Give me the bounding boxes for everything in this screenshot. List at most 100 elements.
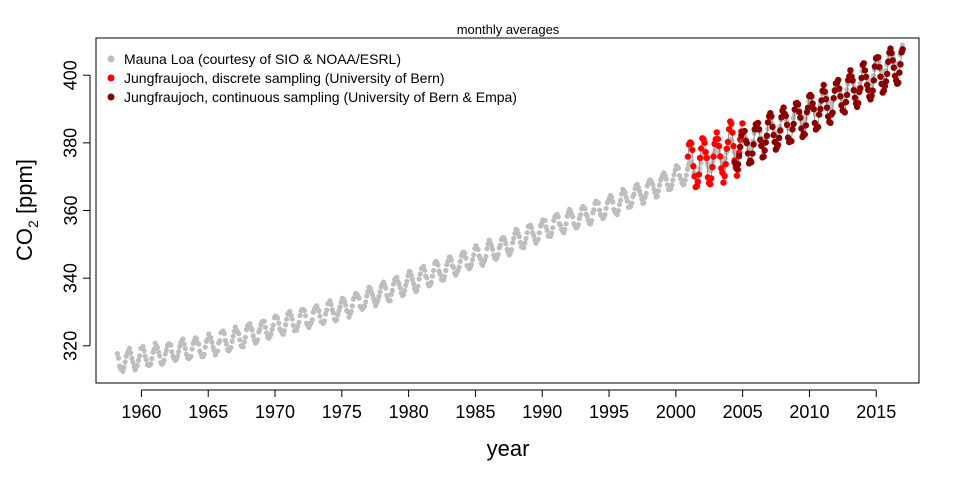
data-point: [835, 76, 842, 84]
data-point: [724, 138, 732, 146]
data-point: [343, 302, 349, 308]
data-point: [844, 87, 850, 93]
data-point: [282, 322, 289, 328]
data-point: [816, 111, 823, 118]
data-point: [317, 313, 323, 319]
data-point: [209, 339, 215, 345]
data-point: [755, 126, 763, 133]
data-point: [603, 205, 609, 211]
data-point: [410, 281, 417, 287]
data-point: [334, 317, 340, 323]
data-point: [801, 131, 808, 138]
data-point: [140, 343, 146, 349]
data-point: [404, 278, 410, 284]
data-point: [508, 247, 515, 253]
data-point: [663, 176, 669, 182]
data-point: [757, 136, 764, 143]
data-point: [290, 322, 296, 328]
data-point: [309, 317, 315, 323]
data-point: [897, 61, 904, 68]
data-point: [882, 78, 890, 85]
data-point: [684, 153, 692, 160]
data-point: [562, 226, 568, 232]
data-point: [335, 312, 341, 318]
x-axis: 1960 1965 1970 1975 1980 1985 1990 1995 2000 2005…: [121, 389, 896, 422]
data-point: [870, 77, 877, 84]
data-point: [748, 159, 755, 166]
data-point: [591, 207, 597, 213]
data-point: [443, 267, 449, 274]
data-point: [789, 126, 796, 133]
data-point: [189, 346, 195, 352]
data-point: [134, 362, 140, 368]
data-point: [511, 235, 517, 241]
data-point: [822, 96, 830, 103]
data-point: [275, 315, 281, 321]
data-point: [723, 145, 730, 152]
data-point: [631, 191, 637, 197]
data-point: [714, 135, 722, 143]
data-point: [715, 142, 723, 150]
data-point: [889, 57, 896, 64]
data-point: [463, 255, 469, 261]
data-point: [257, 326, 263, 332]
data-point: [323, 311, 329, 317]
data-point: [636, 188, 643, 194]
data-point: [394, 274, 400, 280]
data-point: [127, 345, 133, 351]
data-point: [730, 143, 737, 150]
data-point: [157, 353, 163, 359]
data-point: [402, 288, 408, 294]
data-point: [361, 303, 368, 309]
data-point: [528, 225, 535, 231]
data-point: [422, 267, 428, 273]
data-point: [683, 172, 689, 178]
data-point: [268, 331, 274, 337]
data-point: [899, 46, 906, 53]
data-point: [484, 246, 490, 252]
data-point: [161, 357, 167, 363]
data-point: [196, 341, 202, 347]
data-point: [363, 299, 369, 305]
data-point: [163, 347, 169, 353]
data-point: [237, 337, 243, 343]
data-point: [722, 161, 729, 168]
data-point: [769, 123, 776, 131]
data-point: [804, 104, 812, 111]
y-tick-label: 380: [61, 128, 81, 158]
x-tick-label: 1980: [389, 402, 429, 422]
data-point: [289, 316, 295, 322]
data-point: [609, 195, 615, 201]
data-point: [760, 153, 767, 160]
data-point: [798, 125, 805, 132]
data-point: [739, 120, 746, 127]
data-point: [741, 127, 748, 135]
data-point: [782, 112, 789, 120]
data-point: [596, 207, 603, 213]
data-point: [328, 301, 334, 307]
data-point: [396, 281, 402, 287]
data-point: [174, 353, 181, 359]
data-point: [734, 161, 742, 168]
data-point: [863, 81, 871, 89]
y-axis-title-subscript: 2: [25, 220, 41, 228]
data-point: [849, 77, 856, 84]
data-point: [733, 172, 741, 179]
data-point: [421, 263, 427, 269]
data-point: [869, 87, 876, 94]
data-point: [821, 88, 828, 95]
data-point: [262, 324, 269, 330]
data-point: [483, 253, 489, 259]
data-point: [503, 241, 509, 247]
data-point: [188, 353, 194, 359]
data-point: [241, 339, 247, 345]
data-point: [802, 122, 810, 129]
data-point: [817, 105, 824, 113]
data-point: [743, 140, 751, 147]
data-point: [348, 308, 354, 315]
data-point: [536, 230, 542, 236]
data-point: [696, 154, 704, 162]
data-point: [650, 182, 656, 188]
data-point: [301, 308, 307, 314]
data-point: [129, 355, 135, 361]
